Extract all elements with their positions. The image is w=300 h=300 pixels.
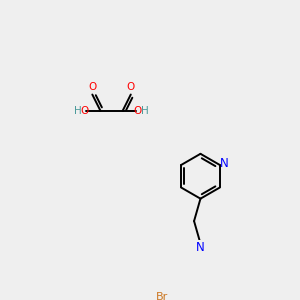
Text: Br: Br	[156, 292, 168, 300]
Text: O: O	[127, 82, 135, 92]
Text: N: N	[196, 241, 205, 254]
Text: H: H	[74, 106, 82, 116]
Text: H: H	[140, 106, 148, 116]
Text: N: N	[220, 157, 229, 170]
Text: O: O	[88, 82, 96, 92]
Text: O: O	[133, 106, 141, 116]
Text: O: O	[80, 106, 88, 116]
